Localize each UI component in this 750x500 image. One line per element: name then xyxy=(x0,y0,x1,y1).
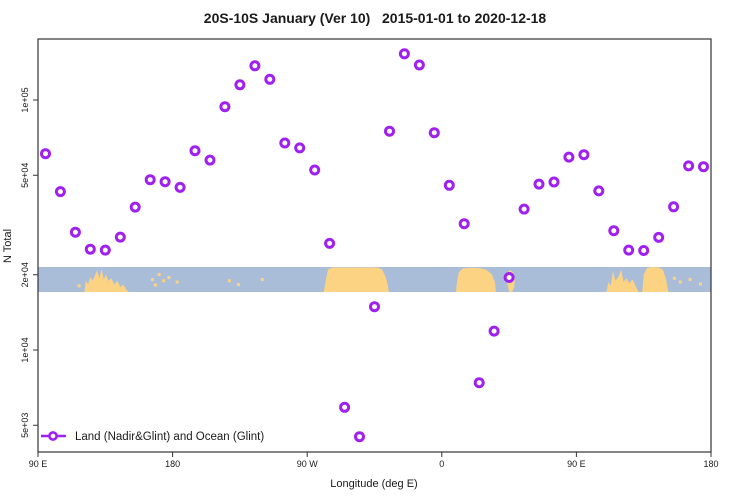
y-tick-label: 5e+04 xyxy=(20,163,30,188)
map-band-island xyxy=(688,278,692,281)
data-point xyxy=(204,154,216,166)
data-point xyxy=(69,226,81,238)
data-point xyxy=(249,60,261,72)
map-band-island xyxy=(227,279,231,283)
legend: Land (Nadir&Glint) and Ocean (Glint) xyxy=(41,431,264,443)
y-tick-label: 5e+03 xyxy=(20,413,30,438)
map-band-land xyxy=(323,267,389,292)
data-point xyxy=(698,161,709,173)
data-point xyxy=(40,148,51,160)
y-axis-title: N Total xyxy=(2,229,14,263)
data-point xyxy=(488,325,500,337)
map-band-land xyxy=(456,267,496,292)
y-tick-label: 1e+04 xyxy=(20,337,30,362)
data-point xyxy=(219,101,231,113)
data-point xyxy=(623,244,635,256)
data-point xyxy=(653,231,665,243)
x-tick-label: 180 xyxy=(165,459,180,469)
x-tick-label: 90 E xyxy=(567,459,586,469)
data-point xyxy=(174,181,186,193)
data-point xyxy=(413,59,425,71)
data-point xyxy=(339,401,351,413)
y-tick-label: 1e+05 xyxy=(20,87,30,112)
map-band-island xyxy=(678,280,682,284)
legend-label: Land (Nadir&Glint) and Ocean (Glint) xyxy=(75,431,264,443)
x-axis-title: Longitude (deg E) xyxy=(330,478,417,490)
data-point xyxy=(234,79,246,91)
map-band-land xyxy=(642,267,669,292)
data-point xyxy=(324,237,336,249)
data-point xyxy=(264,73,276,85)
map-band-island xyxy=(167,276,171,279)
data-point xyxy=(144,174,156,186)
x-tick-label: 90 E xyxy=(29,459,48,469)
x-tick-label: 0 xyxy=(439,459,444,469)
data-point xyxy=(54,186,66,198)
data-points-layer xyxy=(40,48,709,443)
data-point xyxy=(369,301,380,313)
data-point xyxy=(114,231,126,243)
data-point xyxy=(503,272,515,283)
data-point xyxy=(638,245,650,256)
map-band xyxy=(38,267,711,292)
data-point xyxy=(458,218,470,230)
map-band-island xyxy=(150,278,154,281)
chart-title: 20S-10S January (Ver 10) 2015-01-01 to 2… xyxy=(204,10,547,26)
data-point xyxy=(428,127,440,139)
data-point xyxy=(518,203,530,215)
data-point xyxy=(309,164,321,176)
data-point xyxy=(294,142,306,154)
data-point xyxy=(443,179,455,191)
plot-box xyxy=(37,38,712,453)
map-band-island xyxy=(672,276,676,280)
data-point xyxy=(279,137,291,149)
data-point xyxy=(473,377,485,389)
map-band-land xyxy=(606,269,639,292)
legend-marker-icon xyxy=(48,431,58,441)
map-band-island xyxy=(260,278,264,281)
map-band-island xyxy=(162,279,166,283)
data-point xyxy=(84,243,96,255)
data-point xyxy=(384,125,395,137)
data-point xyxy=(563,151,575,163)
data-point xyxy=(533,178,545,190)
map-band-island xyxy=(236,283,240,286)
data-point xyxy=(608,225,620,237)
map-band-island xyxy=(699,282,702,286)
x-tick-label: 180 xyxy=(703,459,718,469)
axis-ticks: 90 E 180 90 W 0 90 E 180 5e+03 1e+04 2e+04 5e+04 1… xyxy=(20,87,719,469)
data-point xyxy=(99,244,111,256)
data-point xyxy=(548,176,560,188)
data-point xyxy=(578,149,590,161)
data-point xyxy=(398,48,410,60)
data-point xyxy=(354,431,365,443)
data-point xyxy=(129,201,141,213)
map-band-island xyxy=(77,284,81,288)
data-point xyxy=(683,160,695,172)
data-point xyxy=(668,201,680,213)
data-point xyxy=(593,185,605,197)
map-band-island xyxy=(175,280,179,284)
data-point xyxy=(159,176,171,188)
data-point xyxy=(189,145,201,157)
map-band-island xyxy=(153,283,157,287)
map-band-land xyxy=(84,269,129,292)
y-tick-label: 2e+04 xyxy=(20,262,30,287)
map-band-island xyxy=(157,273,161,276)
x-tick-label: 90 W xyxy=(297,459,319,469)
